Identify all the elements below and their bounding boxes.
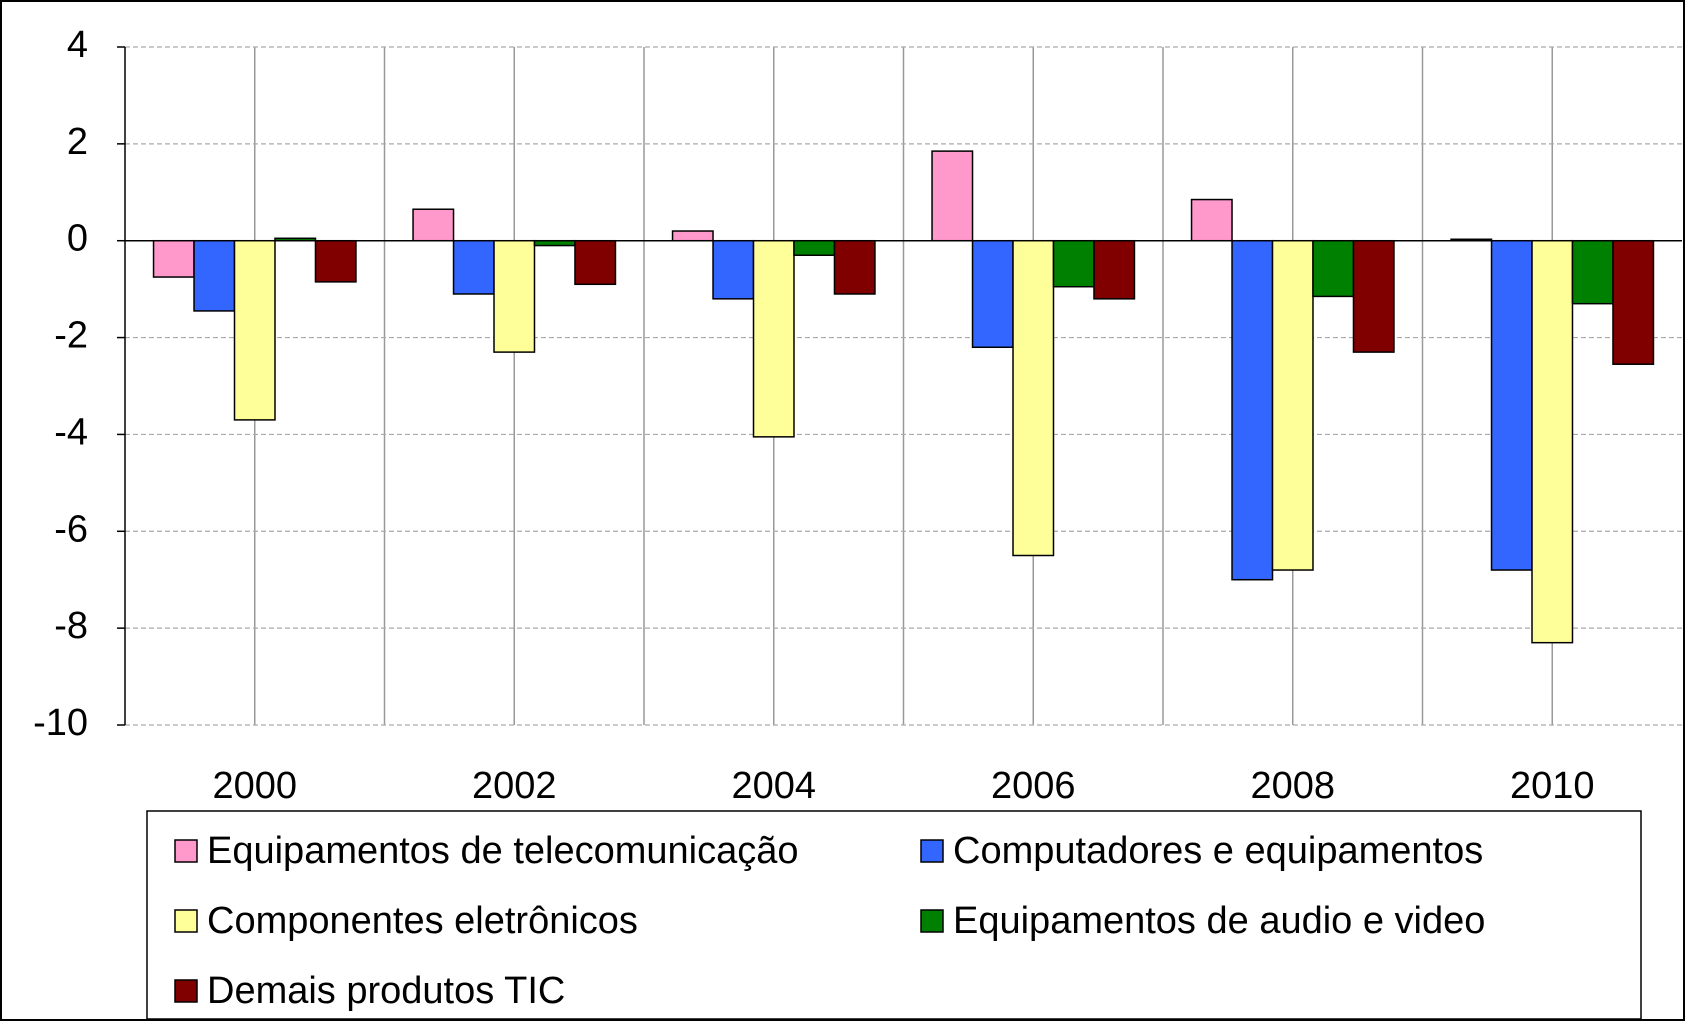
bar: [1012, 239, 1055, 557]
bar: [1531, 239, 1574, 644]
bar: [712, 239, 755, 300]
bar: [1312, 239, 1355, 298]
y-tick-label: 0: [67, 218, 88, 260]
bar: [274, 237, 317, 242]
bar: [314, 239, 357, 283]
y-tick-label: -4: [54, 411, 88, 453]
bar: [412, 208, 455, 242]
bar: [671, 230, 714, 242]
legend-swatch: [174, 909, 198, 933]
legend-box: [146, 810, 1642, 1020]
legend-label: Equipamentos de audio e video: [953, 900, 1485, 942]
x-tick-label: 2006: [991, 765, 1076, 807]
bar: [1271, 239, 1314, 571]
x-tick-label: 2010: [1510, 765, 1595, 807]
y-tick-label: -6: [54, 508, 88, 550]
bar: [752, 239, 795, 438]
bar: [1612, 239, 1655, 365]
bar: [1190, 198, 1233, 242]
bar: [971, 239, 1014, 349]
x-tick-label: 2000: [212, 765, 297, 807]
bar: [931, 150, 974, 242]
legend-label: Computadores e equipamentos: [953, 830, 1483, 872]
bar: [1352, 239, 1395, 353]
bar: [233, 239, 276, 421]
y-tick-label: 4: [67, 24, 88, 66]
bar: [1450, 238, 1493, 242]
x-tick-label: 2008: [1250, 765, 1335, 807]
y-tick-label: 2: [67, 121, 88, 163]
y-tick-label: -10: [33, 702, 88, 744]
legend-swatch: [920, 909, 944, 933]
x-tick-label: 2004: [731, 765, 816, 807]
bar: [452, 239, 495, 295]
legend-swatch: [174, 839, 198, 863]
legend-swatch: [174, 979, 198, 1003]
bar: [152, 239, 195, 278]
bar: [1490, 239, 1533, 571]
legend-label: Equipamentos de telecomunicação: [207, 830, 799, 872]
bar: [493, 239, 536, 353]
bar: [193, 239, 236, 312]
bar: [793, 239, 836, 256]
bar: [574, 239, 617, 286]
bar: [533, 239, 576, 247]
bar: [1093, 239, 1136, 300]
legend-label: Componentes eletrônicos: [207, 900, 638, 942]
bar: [1231, 239, 1274, 581]
bar: [1571, 239, 1614, 305]
y-tick-label: -8: [54, 605, 88, 647]
y-tick-label: -2: [54, 315, 88, 357]
legend-swatch: [920, 839, 944, 863]
bar: [1052, 239, 1095, 288]
legend-label: Demais produtos TIC: [207, 970, 565, 1012]
bar: [833, 239, 876, 295]
x-tick-label: 2002: [472, 765, 557, 807]
